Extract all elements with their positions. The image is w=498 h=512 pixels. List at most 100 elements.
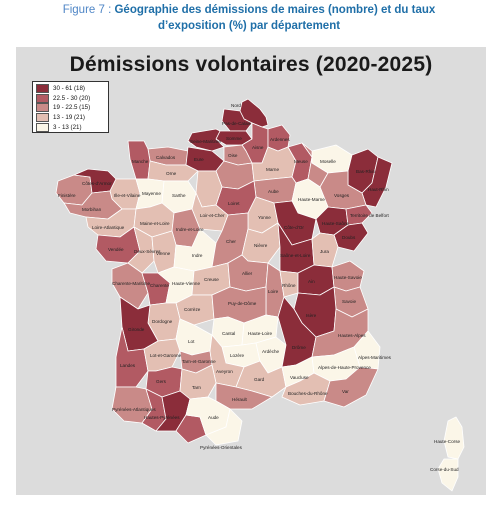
figure-caption: Figure 7 : Géographie des démissions de …	[0, 2, 498, 34]
label-mayenne: Mayenne	[142, 191, 161, 196]
dept-loir-et-cher	[191, 192, 229, 232]
dept-morbihan	[63, 190, 123, 220]
label-territoire-belfort: Territoire de Belfort	[350, 213, 390, 218]
legend-swatch	[36, 113, 49, 123]
dept-haute-corse	[443, 416, 465, 460]
label-moselle: Moselle	[320, 159, 336, 164]
department-labels: Nord Pas-de-Calais Somme Seine-Maritime …	[58, 103, 460, 472]
label-isere: Isère	[306, 313, 317, 318]
label-alpes-de-haute-provence: Alpes-de-Haute-Provence	[318, 365, 371, 370]
legend: 30 - 61 (18) 22.5 - 30 (20) 19 - 22.5 (1…	[32, 81, 109, 133]
label-gironde: Gironde	[128, 327, 145, 332]
label-alpes-maritimes: Alpes-Maritimes	[358, 355, 392, 360]
label-jura: Jura	[320, 249, 329, 254]
legend-item: 19 - 22.5 (15)	[36, 103, 108, 113]
label-pyrenees-atlantiques: Pyrénées-Atlantiques	[112, 407, 156, 412]
label-correze: Corrèze	[184, 307, 201, 312]
label-herault: Hérault	[232, 397, 248, 402]
label-rhone: Rhône	[282, 283, 296, 288]
label-finistere: Finistère	[58, 193, 76, 198]
label-lot-et-garonne: Lot-et-Garonne	[150, 353, 182, 358]
legend-label: 30 - 61 (18)	[53, 85, 85, 93]
france-map: Nord Pas-de-Calais Somme Seine-Maritime …	[55, 98, 465, 492]
label-vienne: Vienne	[156, 251, 171, 256]
legend-label: 3 - 13 (21)	[53, 123, 82, 131]
label-puy-de-dome: Puy-de-Dôme	[228, 301, 257, 306]
label-allier: Allier	[242, 271, 253, 276]
label-deux-sevres: Deux-Sèvres	[134, 249, 161, 254]
label-calvados: Calvados	[156, 155, 176, 160]
label-bas-rhin: Bas-Rhin	[356, 169, 375, 174]
label-haut-rhin: Haut-Rhin	[368, 187, 389, 192]
label-savoie: Savoie	[342, 299, 356, 304]
legend-item: 30 - 61 (18)	[36, 84, 108, 94]
label-vendee: Vendée	[108, 247, 124, 252]
figure-number: Figure 7 :	[62, 4, 112, 16]
label-aveyron: Aveyron	[216, 369, 233, 374]
label-hautes-alpes: Hautes-Alpes	[338, 333, 366, 338]
label-vaucluse: Vaucluse	[290, 375, 309, 380]
label-bouches-du-rhone: Bouches-du-Rhône	[288, 391, 328, 396]
label-nord: Nord	[231, 103, 241, 108]
dept-haut-rhin	[361, 156, 393, 208]
label-sarthe: Sarthe	[172, 193, 186, 198]
label-manche: Manche	[132, 159, 149, 164]
label-indre-et-loire: Indre-et-Loire	[176, 227, 204, 232]
label-gers: Gers	[156, 379, 167, 384]
label-maine-et-loire: Maine-et-Loire	[140, 221, 170, 226]
label-tarn-et-garonne: Tarn-et-Garonne	[182, 359, 216, 364]
label-ille-et-vilaine: Ille-et-Vilaine	[114, 193, 141, 198]
label-gard: Gard	[254, 377, 265, 382]
label-charente-maritime: Charente-Maritime	[112, 281, 150, 286]
label-meuse: Meuse	[294, 159, 308, 164]
label-doubs: Doubs	[342, 235, 356, 240]
label-lot: Lot	[188, 339, 195, 344]
label-loiret: Loiret	[228, 201, 240, 206]
label-haute-loire: Haute-Loire	[248, 331, 272, 336]
label-vosges: Vosges	[334, 193, 350, 198]
label-haute-savoie: Haute-Savoie	[334, 275, 362, 280]
legend-swatch	[36, 103, 49, 113]
dept-var	[323, 366, 379, 408]
caption-line-2: d’exposition (%) par département	[157, 20, 341, 32]
legend-swatch	[36, 122, 49, 132]
legend-swatch	[36, 84, 49, 94]
dept-alpes-maritimes	[353, 330, 381, 370]
legend-label: 13 - 19 (21)	[53, 114, 85, 122]
label-hautes-pyrenees: Hautes-Pyrénées	[144, 415, 180, 420]
label-pas-de-calais: Pas-de-Calais	[222, 121, 252, 126]
dept-territoire-belfort	[345, 204, 373, 226]
legend-item: 3 - 13 (21)	[36, 122, 108, 132]
label-loire: Loire	[268, 289, 279, 294]
label-yonne: Yonne	[258, 215, 271, 220]
label-haute-vienne: Haute-Vienne	[172, 281, 200, 286]
label-loir-et-cher: Loir-et-Cher	[200, 213, 225, 218]
label-tarn: Tarn	[192, 385, 201, 390]
label-ardeche: Ardèche	[262, 349, 280, 354]
dept-eure	[185, 146, 225, 172]
label-dordogne: Dordogne	[152, 319, 173, 324]
label-orne: Orne	[166, 171, 177, 176]
legend-label: 19 - 22.5 (15)	[53, 104, 91, 112]
label-cotes-darmor: Côtes-d’Armor	[82, 181, 112, 186]
label-morbihan: Morbihan	[82, 207, 102, 212]
map-panel: Nord Pas-de-Calais Somme Seine-Maritime …	[16, 47, 486, 495]
label-indre: Indre	[192, 253, 203, 258]
label-landes: Landes	[120, 363, 136, 368]
label-eure: Eure	[194, 157, 204, 162]
label-nievre: Nièvre	[254, 243, 268, 248]
label-seine-maritime: Seine-Maritime	[190, 139, 221, 144]
dept-corse-du-sud	[437, 458, 459, 492]
legend-item: 13 - 19 (21)	[36, 113, 108, 123]
label-loire-atlantique: Loire-Atlantique	[92, 225, 125, 230]
label-aube: Aube	[268, 189, 279, 194]
label-var: Var	[342, 389, 349, 394]
legend-item: 22.5 - 30 (20)	[36, 93, 108, 104]
label-corse-du-sud: Corse-du-Sud	[430, 467, 459, 472]
legend-label: 22.5 - 30 (20)	[53, 94, 91, 102]
label-ain: Ain	[308, 279, 315, 284]
label-somme: Somme	[226, 136, 242, 141]
label-creuse: Creuse	[204, 277, 219, 282]
label-oise: Oise	[228, 153, 238, 158]
dept-landes	[115, 326, 149, 388]
